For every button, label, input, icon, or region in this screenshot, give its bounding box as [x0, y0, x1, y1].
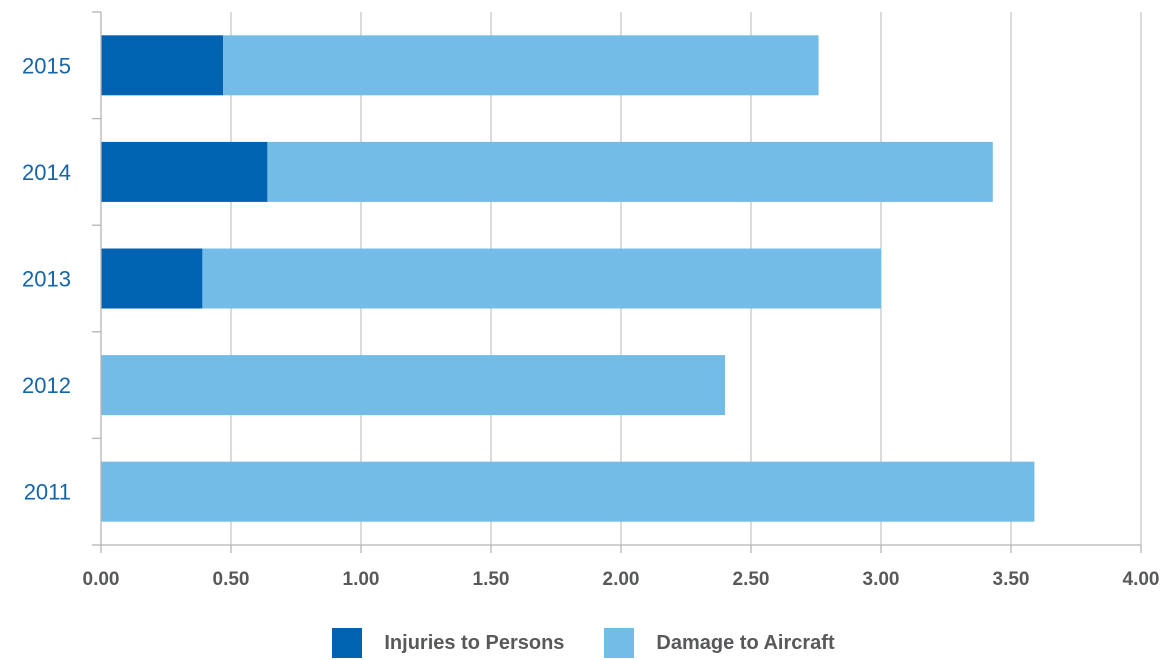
- y-tick-labels: 2015 2014 2013 2012 2011: [22, 53, 71, 504]
- bar-injuries-2015: [101, 35, 224, 96]
- x-tick-label: 3.50: [993, 569, 1030, 590]
- legend: Injuries to Persons Damage to Aircraft: [0, 628, 1167, 658]
- y-tick-label: 2014: [22, 160, 71, 185]
- legend-item-damage: Damage to Aircraft: [604, 628, 835, 658]
- x-tick-label: 4.00: [1123, 569, 1160, 590]
- y-tick-label: 2012: [22, 373, 71, 398]
- axes: [92, 11, 1142, 553]
- bar-injuries-2014: [101, 141, 268, 202]
- x-tick-label: 2.50: [733, 569, 770, 590]
- x-tick-label: 2.00: [603, 569, 640, 590]
- x-tick-label: 0.50: [213, 569, 250, 590]
- x-tick-label: 1.50: [473, 569, 510, 590]
- chart: 2015 2014 2013 2012 2011 0.00 0.50 1.00 1.50 2.0…: [22, 11, 1160, 590]
- bar-damage-2013: [202, 248, 881, 309]
- y-tick-label: 2015: [22, 53, 71, 78]
- legend-swatch-injuries: [332, 628, 363, 658]
- legend-label-injuries: Injuries to Persons: [384, 631, 565, 654]
- bar-damage-2012: [101, 355, 725, 416]
- x-tick-label: 0.00: [83, 569, 120, 590]
- bar-injuries-2013: [101, 248, 203, 309]
- y-tick-label: 2013: [22, 267, 71, 292]
- x-tick-label: 3.00: [863, 569, 900, 590]
- x-tick-labels: 0.00 0.50 1.00 1.50 2.00 2.50 3.00 3.50 4.00: [83, 569, 1160, 590]
- y-tick-label: 2011: [24, 480, 71, 505]
- legend-swatch-damage: [604, 628, 635, 658]
- legend-item-injuries: Injuries to Persons: [332, 628, 564, 658]
- bar-damage-2015: [223, 35, 819, 96]
- x-tick-label: 1.00: [343, 569, 380, 590]
- bar-damage-2011: [101, 461, 1035, 522]
- legend-label-damage: Damage to Aircraft: [656, 631, 835, 654]
- bar-damage-2014: [267, 141, 993, 202]
- bars: [101, 35, 1035, 522]
